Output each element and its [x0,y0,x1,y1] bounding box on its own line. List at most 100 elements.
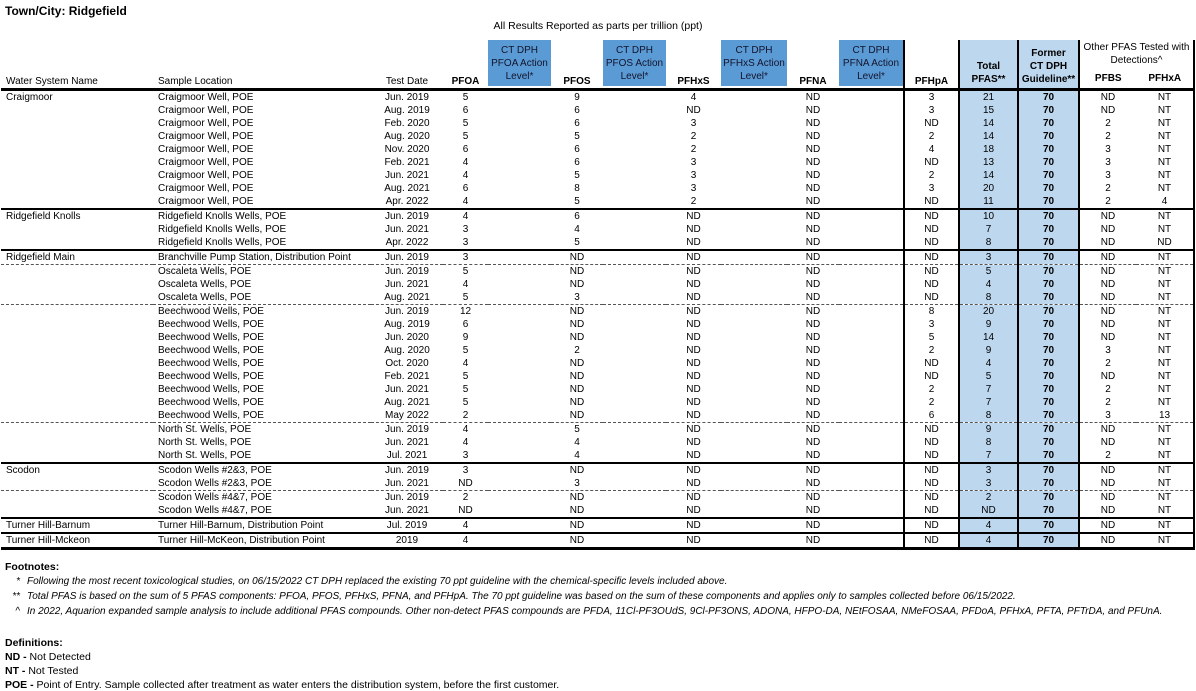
cell-location: Craigmoor Well, POE [158,195,254,207]
cell-location: Scodon Wells #4&7, POE [158,504,272,516]
cell-pfna: ND [805,396,821,408]
cell-pfoa-action [488,104,551,117]
cell-pfhxa: NT [1136,344,1196,357]
page-title: Town/City: Ridgefield [5,4,127,18]
cell-pfoa-action [488,436,551,449]
cell-pfoa-action [488,504,551,518]
cell-pfoa: 5 [443,264,488,278]
cell-pfoa: 3 [462,236,469,248]
cell-pfhpa: 4 [903,143,959,156]
cell-pfna-action [839,208,904,223]
cell-pfna: ND [787,490,839,504]
cell-location: Craigmoor Well, POE [158,182,254,194]
cell-pfhxa: NT [1136,436,1196,449]
cell-guideline: 70 [1017,477,1079,491]
cell-guideline: 70 [1017,449,1079,463]
cell-pfhpa: ND [903,156,959,169]
table-row: Craigmoor Craigmoor Well, POE Jun. 2019 5 9 4… [1,89,1196,104]
cell-pfos: ND [569,409,585,421]
cell-pfbs: 3 [1078,156,1136,169]
cell-pfoa: 3 [443,462,488,477]
cell-pfos: 8 [574,182,580,194]
cell-system [1,422,153,436]
cell-pfbs: ND [1078,223,1136,236]
cell-pfos: 6 [551,208,603,223]
cell-pfhpa: ND [903,477,959,491]
cell-total: 9 [958,344,1018,357]
cell-date: Aug. 2019 [384,104,430,116]
cell-pfbs: 2 [1078,396,1136,409]
cell-pfhxa: ND [1136,236,1196,250]
cell-guideline: 70 [1017,357,1079,370]
cell-pfbs: 2 [1078,117,1136,130]
cell-pfoa-action [488,409,551,423]
cell-guideline: 70 [1017,396,1079,409]
cell-total: 15 [958,104,1018,117]
cell-pfoa: 4 [462,169,469,181]
cell-pfna: ND [805,195,821,207]
cell-system [1,278,153,291]
cell-pfhxa: 13 [1136,409,1196,423]
cell-pfhxs-action [721,422,787,436]
cell-pfhxa: NT [1136,383,1196,396]
cell-system [1,370,153,383]
table-row: Oscaleta Wells, POE Jun. 2019 5 ND ND ND ND 5 70… [1,264,1196,278]
cell-total: 14 [958,331,1018,344]
cell-total: 8 [958,291,1018,305]
cell-pfhxa: NT [1136,264,1196,278]
cell-date: Feb. 2021 [384,156,430,168]
cell-location: Ridgefield Knolls Wells, POE [158,236,287,248]
cell-pfhxs: ND [686,318,701,330]
cell-pfoa: 4 [443,208,488,223]
cell-pfna: ND [805,278,821,290]
cell-guideline: 70 [1017,304,1079,318]
table-row: Scodon Wells #4&7, POE Jun. 2021 ND ND ND ND N… [1,504,1196,518]
col-header-pfoa-action: CT DPH PFOA Action Level* [488,40,551,91]
cell-pfos: ND [551,304,603,318]
cell-pfos-action [603,169,666,182]
cell-date: Aug. 2020 [384,130,430,142]
cell-pfhxs: ND [666,264,721,278]
cell-pfoa: 2 [443,490,488,504]
cell-pfhxs-action [721,249,787,265]
cell-pfna: ND [805,383,821,395]
cell-pfna-action [839,344,904,357]
cell-pfhxs: ND [686,449,701,461]
cell-location: Oscaleta Wells, POE [153,264,371,278]
table-row: Craigmoor Well, POE Feb. 2020 5 6 3 ND ND 14 70 2… [1,117,1196,130]
cell-pfhxs-action [721,370,787,383]
cell-pfhxs-action [721,264,787,278]
cell-pfhxs-action [721,318,787,331]
cell-pfoa: 6 [462,143,469,155]
cell-total: 7 [958,396,1018,409]
cell-date: Jun. 2020 [385,331,429,343]
cell-pfhxa: NT [1136,304,1196,318]
cell-pfos-action [603,318,666,331]
cell-pfhxa: NT [1136,278,1196,291]
cell-date: Jun. 2021 [385,278,429,290]
cell-pfhxs: ND [666,462,721,477]
cell-date: Jun. 2019 [371,490,443,504]
cell-pfhpa: ND [903,422,959,436]
cell-pfna: ND [805,344,821,356]
cell-pfos: ND [551,532,603,550]
cell-pfoa: 5 [462,117,469,129]
cell-system [1,504,153,518]
definition-term: POE - [5,679,34,691]
cell-pfhxs: ND [686,436,701,448]
cell-pfos: 5 [551,422,603,436]
cell-pfhpa: ND [903,357,959,370]
definition-text: Not Detected [29,651,91,663]
cell-pfna-action [839,477,904,491]
pfna-action-level-box: CT DPH PFNA Action Level* [839,40,903,86]
cell-pfhxs: ND [686,396,701,408]
cell-pfna-action [839,278,904,291]
cell-pfos: ND [551,517,603,533]
cell-pfna-action [839,462,904,477]
cell-guideline: 70 [1017,331,1079,344]
cell-pfbs: 3 [1078,409,1136,423]
cell-pfhxs: ND [686,383,701,395]
cell-pfos-action [603,357,666,370]
cell-pfbs: ND [1078,422,1136,436]
cell-pfoa-action [488,195,551,209]
